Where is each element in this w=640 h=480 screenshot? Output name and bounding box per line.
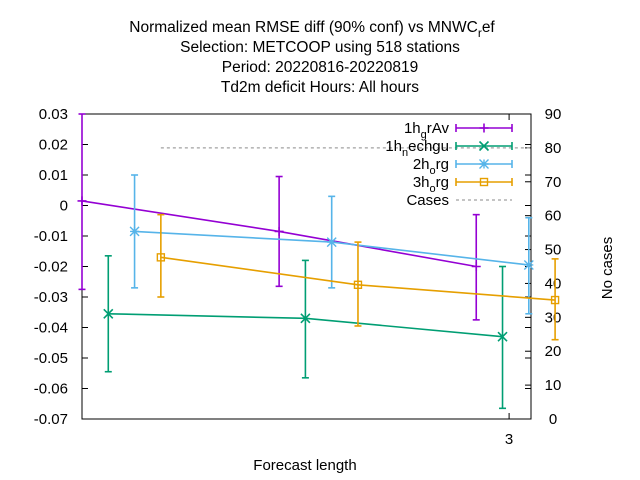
data-point bbox=[353, 280, 363, 289]
y2-tick-label: 30 bbox=[545, 309, 562, 326]
plot-frame bbox=[81, 113, 532, 420]
legend-label: 1hnechgu bbox=[385, 138, 449, 159]
title-line-4: Td2m deficit Hours: All hours bbox=[221, 79, 419, 96]
legend-marker bbox=[479, 177, 489, 187]
title-line-1: Normalized mean RMSE diff (90% conf) vs … bbox=[129, 19, 495, 40]
legend-label: 3horg bbox=[413, 174, 449, 195]
legend-tail: rg bbox=[436, 156, 449, 173]
legend-subscript: o bbox=[430, 183, 436, 195]
y2-tick-label: 0 bbox=[549, 411, 557, 428]
y2-tick-label: 70 bbox=[545, 174, 562, 191]
data-point bbox=[274, 226, 284, 236]
legend-marker bbox=[478, 140, 490, 152]
y-tick-label: -0.04 bbox=[34, 320, 68, 337]
series-1h_nechgu bbox=[103, 255, 508, 410]
data-point bbox=[497, 331, 508, 342]
title-line-2: Selection: METCOOP using 518 stations bbox=[180, 39, 460, 56]
x-tick-label: 3 bbox=[505, 431, 513, 448]
y-axis-right: 90 80 70 60 50 40 30 20 10 0 bbox=[525, 106, 561, 428]
y2-axis-label: No cases bbox=[599, 237, 616, 300]
legend-label: 2horg bbox=[413, 156, 449, 177]
y-tick-label: -0.07 bbox=[34, 411, 68, 428]
legend-subscript: g bbox=[421, 129, 427, 141]
y-tick-label: -0.01 bbox=[34, 228, 68, 245]
data-point bbox=[326, 237, 337, 248]
title-line-3: Period: 20220816-20220819 bbox=[222, 59, 419, 76]
y-tick-label: -0.02 bbox=[34, 259, 68, 276]
series-layer bbox=[77, 113, 560, 410]
y-axis-left: 0.03 0.02 0.01 0 -0.01 -0.02 -0.03 -0.04 -0.05 -0… bbox=[34, 106, 531, 428]
legend-tail: rAv bbox=[427, 120, 450, 137]
y-tick-label: 0.03 bbox=[39, 106, 68, 123]
y2-tick-label: 90 bbox=[545, 106, 562, 123]
title-subscript: r bbox=[478, 26, 482, 40]
data-point bbox=[77, 196, 87, 206]
y2-tick-label: 50 bbox=[545, 242, 562, 259]
legend-label-cases: Cases bbox=[406, 192, 449, 209]
series-1h_gRAv bbox=[77, 113, 481, 321]
legend-marker bbox=[479, 159, 489, 169]
y-tick-label: -0.06 bbox=[34, 381, 68, 398]
data-point bbox=[103, 308, 114, 319]
legend-label: 1hgrAv bbox=[404, 120, 450, 141]
legend-tail: rg bbox=[436, 174, 449, 191]
series-3h_org bbox=[156, 213, 560, 341]
y-tick-label: 0.02 bbox=[39, 137, 68, 154]
y-tick-label: 0.01 bbox=[39, 167, 68, 184]
chart-title: Normalized mean RMSE diff (90% conf) vs … bbox=[129, 19, 495, 96]
legend-tail: echgu bbox=[408, 138, 449, 155]
y-tick-label: -0.05 bbox=[34, 350, 68, 367]
y2-tick-label: 40 bbox=[545, 275, 562, 292]
y-tick-label: -0.03 bbox=[34, 289, 68, 306]
x-axis: 3 bbox=[505, 114, 513, 448]
data-point bbox=[523, 259, 534, 270]
legend-subscript: o bbox=[430, 165, 436, 177]
y2-tick-label: 60 bbox=[545, 208, 562, 225]
y2-tick-label: 20 bbox=[545, 343, 562, 360]
legend-marker bbox=[479, 123, 489, 133]
data-point bbox=[129, 226, 140, 237]
legend-subscript: n bbox=[402, 147, 408, 159]
x-axis-label: Forecast length bbox=[253, 457, 356, 474]
y2-tick-label: 80 bbox=[545, 140, 562, 157]
data-point bbox=[300, 313, 311, 324]
data-point bbox=[471, 262, 481, 271]
y2-tick-label: 10 bbox=[545, 377, 562, 394]
data-point bbox=[550, 295, 560, 305]
data-point bbox=[156, 253, 166, 262]
y-tick-label: 0 bbox=[60, 198, 68, 215]
title-tail: ef bbox=[482, 19, 496, 36]
